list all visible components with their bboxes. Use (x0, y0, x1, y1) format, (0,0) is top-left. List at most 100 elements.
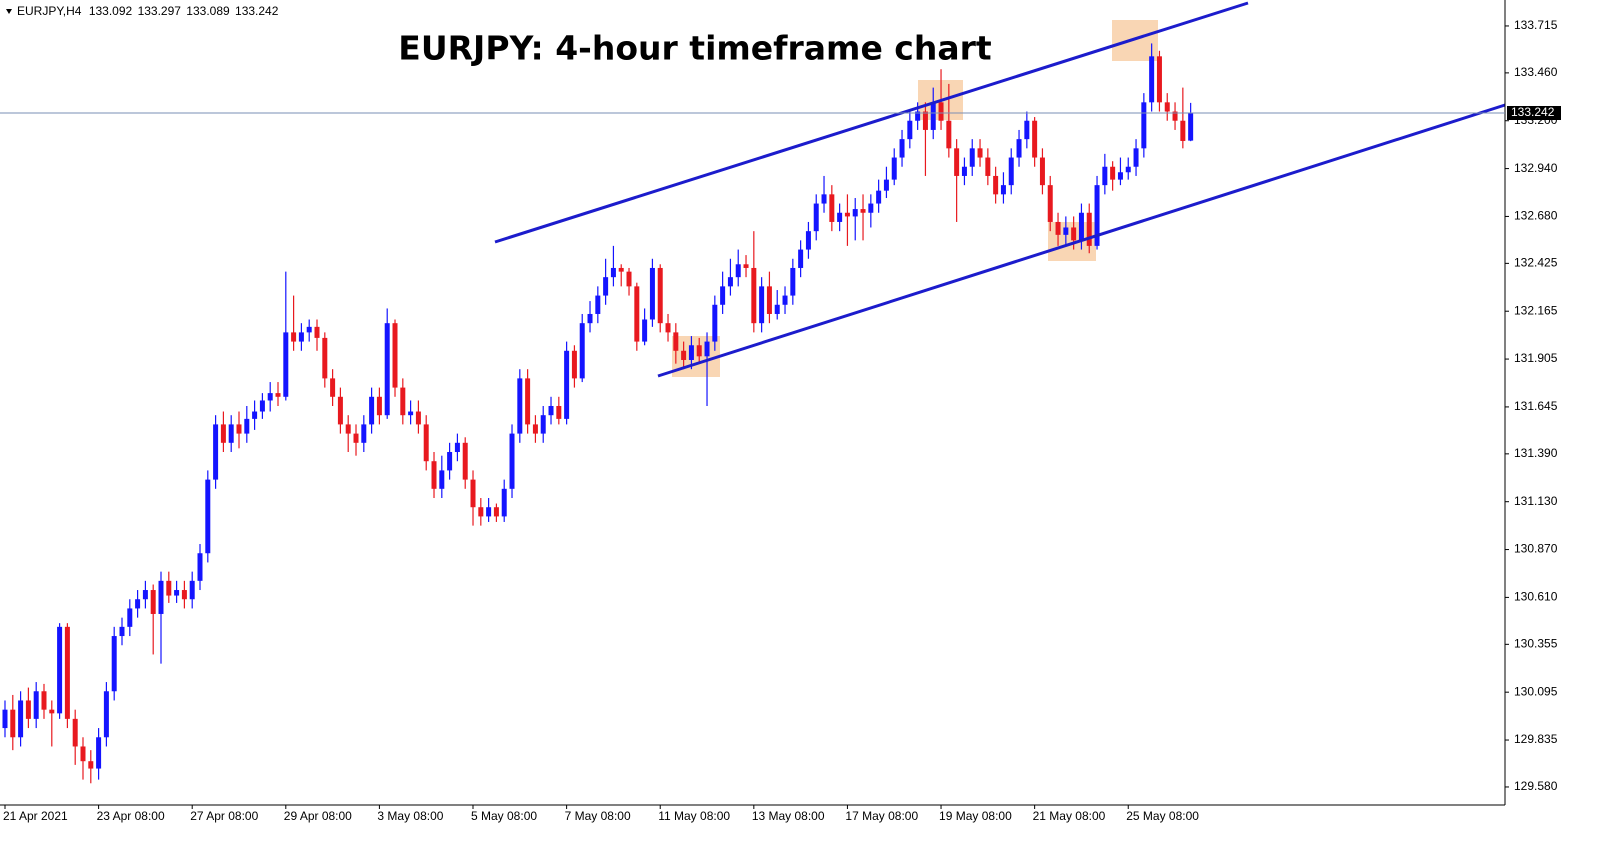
candle-body (517, 378, 523, 434)
x-tick-label: 29 Apr 08:00 (284, 809, 352, 823)
candle-body (681, 350, 687, 360)
candle-body (10, 709, 16, 738)
candle-body (556, 405, 562, 419)
candle-body (228, 424, 234, 443)
candle-body (540, 415, 546, 434)
candle-body (712, 304, 718, 342)
candle-body (649, 267, 655, 320)
candle-body (415, 411, 421, 425)
candle-body (1156, 56, 1162, 103)
candle-body (493, 507, 499, 517)
y-tick-label: 130.355 (1514, 637, 1558, 651)
candle-body (1117, 172, 1123, 180)
candle-body (166, 580, 172, 596)
candle-body (369, 396, 375, 425)
candle-body (844, 212, 850, 217)
y-tick-label: 130.870 (1514, 542, 1558, 556)
candle-body (423, 424, 429, 462)
candle-body (345, 424, 351, 434)
candle-body (142, 590, 148, 600)
candle-body (447, 452, 453, 471)
candle-body (408, 411, 414, 416)
y-tick-label: 130.610 (1514, 590, 1558, 604)
candle-body (899, 139, 905, 158)
y-tick-label: 131.390 (1514, 446, 1558, 460)
candle-body (189, 580, 195, 600)
annotation-boxes (672, 20, 1158, 377)
candle-body (579, 323, 585, 379)
candle-body (587, 313, 593, 324)
candle-body (1094, 185, 1100, 246)
candle-body (306, 326, 312, 333)
last-price-box (1507, 106, 1561, 121)
x-tick-label: 19 May 08:00 (939, 809, 1012, 823)
y-tick-label: 133.715 (1514, 18, 1558, 32)
candle-body (283, 332, 289, 397)
candle-body (353, 433, 359, 443)
candle-body (603, 277, 609, 296)
close: 133.242 (235, 4, 279, 18)
candle-body (1141, 102, 1147, 149)
candle-body (205, 479, 211, 554)
candle-body (1125, 166, 1131, 173)
candle-body (657, 267, 663, 324)
candle-body (790, 267, 796, 296)
candle-body (837, 212, 843, 222)
x-tick-label: 11 May 08:00 (658, 809, 730, 823)
candle-body (2, 709, 8, 729)
candle-body (798, 249, 804, 268)
candle-body (852, 209, 858, 217)
header: EURJPY,H4 133.092 133.297 133.089 133.24… (17, 4, 279, 18)
candle-body (860, 209, 866, 213)
candle-body (400, 387, 406, 416)
candle-body (610, 267, 616, 278)
plot (2, 43, 1194, 784)
candle-body (298, 332, 304, 342)
candle-body (938, 102, 944, 121)
candle-body (1055, 221, 1061, 235)
candle-body (891, 157, 897, 180)
candle-body (376, 396, 382, 416)
candle-body (213, 424, 219, 480)
candle-body (907, 120, 913, 140)
candle-body (969, 148, 975, 167)
candle-body (766, 286, 772, 314)
candle-body (119, 626, 125, 637)
candle-body (961, 166, 967, 176)
candle-body (922, 111, 928, 130)
candle-body (1180, 120, 1186, 141)
candle-body (977, 148, 983, 158)
candle-body (868, 203, 874, 213)
candle-body (821, 194, 827, 204)
highlight-box (672, 336, 720, 377)
candle-body (688, 345, 694, 360)
candle-body (181, 590, 187, 600)
candle-body (259, 400, 265, 412)
candle-body (509, 433, 515, 489)
candle-body (954, 148, 960, 176)
high: 133.297 (138, 4, 182, 18)
y-tick-label: 129.580 (1514, 779, 1558, 793)
candle-body (392, 323, 398, 388)
candle-body (57, 626, 63, 714)
candle-body (1133, 148, 1139, 167)
candle-body (883, 179, 889, 191)
x-tick-label: 3 May 08:00 (377, 809, 443, 823)
candle-body (759, 286, 765, 324)
candle-body (220, 424, 226, 443)
candle-body (1063, 227, 1069, 235)
candle-body (735, 264, 741, 278)
candle-body (33, 691, 39, 719)
low: 133.089 (186, 4, 230, 18)
candle-body (1024, 120, 1030, 140)
y-tick-label: 131.645 (1514, 399, 1558, 413)
candle-body (876, 190, 882, 204)
candle-body (743, 264, 749, 268)
candle-body (720, 286, 726, 305)
candle-body (454, 442, 460, 453)
y-tick-label: 132.680 (1514, 209, 1558, 223)
candle-body (595, 295, 601, 314)
candle-body (337, 396, 343, 425)
candle-body (704, 341, 710, 357)
candle-body (470, 479, 476, 508)
